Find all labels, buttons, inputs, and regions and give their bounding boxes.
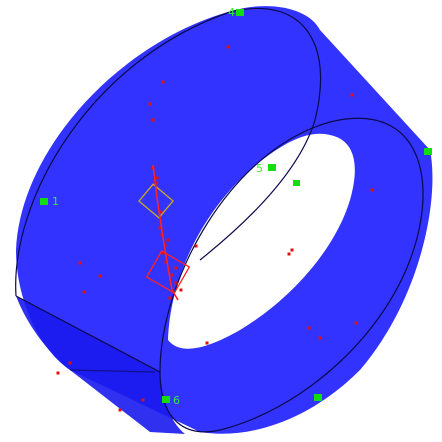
data-point [78, 261, 82, 265]
data-point [166, 238, 170, 242]
marker-1-label: 1 [52, 195, 59, 208]
bottom-base-line [69, 369, 156, 373]
data-point [287, 252, 291, 256]
rim-back-edge [15, 7, 322, 297]
marker-5[interactable]: 5 [256, 162, 276, 175]
marker-bottom-right[interactable] [314, 394, 322, 401]
bottom-edge-line [15, 295, 161, 373]
data-point [205, 341, 209, 345]
data-point [161, 80, 165, 84]
data-point [161, 251, 165, 255]
rim-front-edge [159, 117, 424, 433]
data-point [141, 398, 145, 402]
data-point [118, 408, 122, 412]
red-trace [152, 164, 179, 301]
marker-4-label: 4 [228, 6, 235, 19]
data-point [290, 248, 294, 252]
data-point [350, 93, 354, 97]
data-point [174, 281, 178, 285]
data-point [174, 266, 178, 270]
selection-overlays [138, 164, 191, 301]
yellow-frame [138, 183, 174, 219]
data-point [194, 244, 198, 248]
data-point [98, 274, 102, 278]
data-point [307, 326, 311, 330]
marker-1[interactable]: 1 [40, 195, 59, 208]
marker-6-label: 6 [173, 394, 180, 407]
marker-4[interactable]: 4 [228, 6, 244, 19]
data-point [155, 176, 159, 180]
inner-hole [168, 133, 355, 349]
data-point [170, 273, 174, 277]
data-point [168, 296, 172, 300]
data-point [56, 371, 60, 375]
data-point [354, 321, 358, 325]
data-point [179, 288, 183, 292]
marker-6[interactable]: 6 [162, 394, 180, 407]
data-point [164, 260, 168, 264]
marker-5-label: 5 [256, 162, 263, 175]
marker-inner[interactable] [293, 180, 300, 186]
data-point [82, 290, 86, 294]
red-frame [145, 250, 191, 294]
data-point [158, 226, 162, 230]
data-point [68, 361, 72, 365]
markers[interactable]: 4 1 5 6 [40, 6, 432, 407]
data-point [370, 188, 374, 192]
data-point [318, 336, 322, 340]
data-point [151, 118, 155, 122]
marker-right-upper[interactable] [424, 148, 432, 155]
data-point [226, 45, 230, 49]
data-point [159, 210, 163, 214]
edges [15, 7, 424, 433]
data-point [148, 102, 152, 106]
